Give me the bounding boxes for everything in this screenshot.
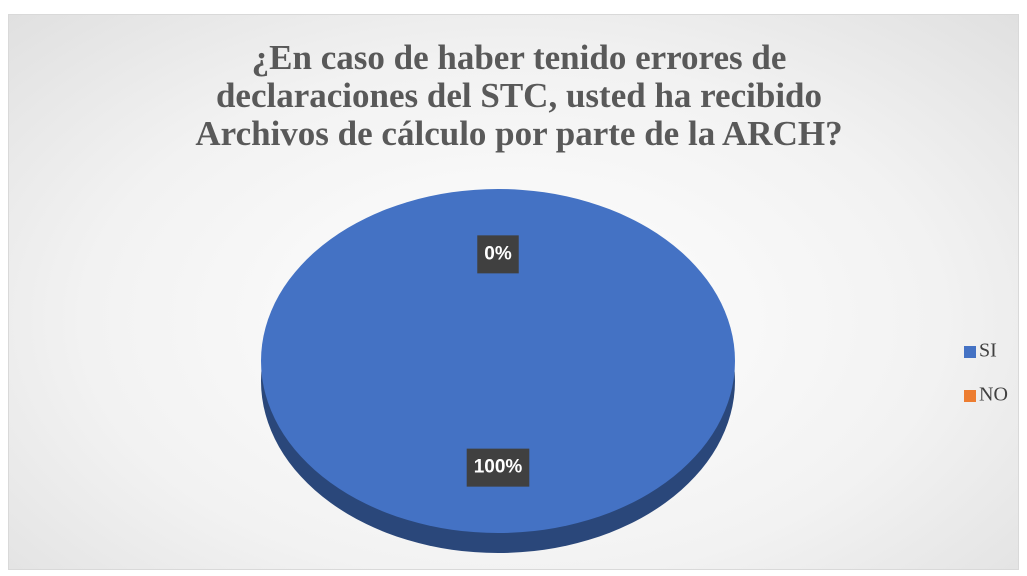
data-label-text: 0% <box>484 243 512 264</box>
legend-label: SI <box>979 340 997 362</box>
legend-label: NO <box>979 384 1008 406</box>
chart-title: ¿En caso de haber tenido errores de decl… <box>195 38 843 153</box>
legend-swatch <box>964 346 976 358</box>
legend-swatch <box>964 390 976 402</box>
chart-area: ¿En caso de haber tenido errores de decl… <box>8 14 1019 570</box>
chart: 100% 0% SI NO <box>261 189 1008 553</box>
data-label-box <box>477 235 519 274</box>
data-label: 100% <box>466 448 530 487</box>
slice <box>261 189 735 533</box>
data-label: 0% <box>477 235 519 274</box>
data-label-text: 100% <box>474 457 523 478</box>
data-label-box <box>466 448 530 487</box>
